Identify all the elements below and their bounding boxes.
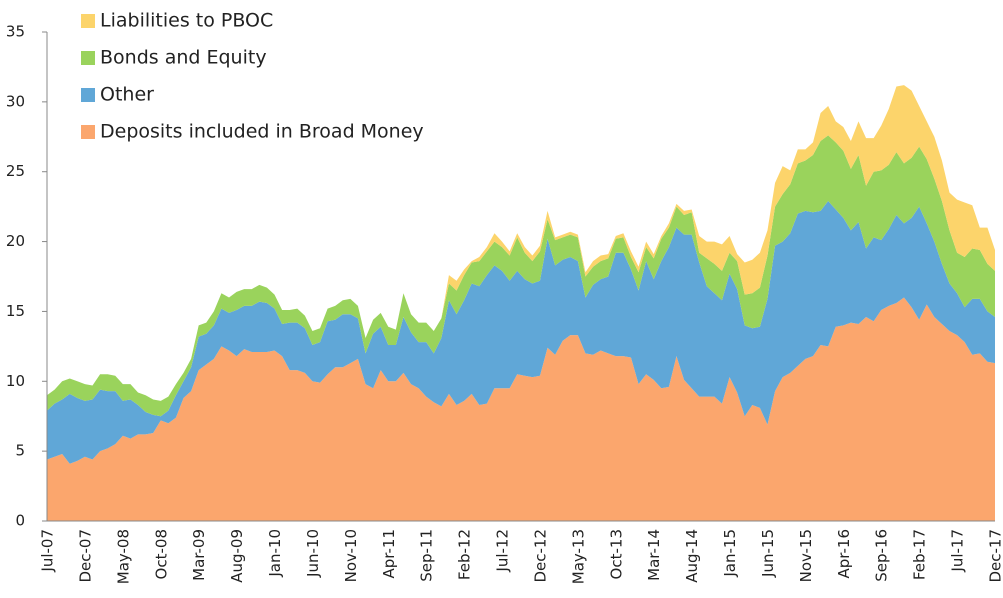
x-tick-label: Sep-11 <box>418 529 436 582</box>
legend-swatch <box>81 14 95 28</box>
x-tick-label: Jul-12 <box>494 529 512 573</box>
x-tick-label: Jul-07 <box>39 529 57 573</box>
x-tick-label: Nov-15 <box>797 529 815 582</box>
y-tick-label: 0 <box>15 512 25 530</box>
x-tick-label: Mar-09 <box>190 529 208 581</box>
x-tick-label: Aug-09 <box>228 529 246 583</box>
y-tick-label: 20 <box>6 232 25 250</box>
legend-label: Deposits included in Broad Money <box>100 121 424 143</box>
x-tick-label: Apr-11 <box>380 529 398 579</box>
legend-swatch <box>81 88 95 102</box>
x-tick-label: Jan-15 <box>721 529 739 578</box>
x-tick-label: Apr-16 <box>835 529 853 579</box>
x-tick-label: Dec-17 <box>987 529 1003 583</box>
legend-label: Other <box>100 84 154 106</box>
legend-label: Liabilities to PBOC <box>100 10 273 32</box>
x-tick-label: Aug-14 <box>683 529 701 583</box>
legend-swatch <box>81 125 95 139</box>
y-tick-label: 35 <box>6 23 25 41</box>
y-tick-label: 25 <box>6 162 25 180</box>
x-tick-label: Oct-13 <box>607 529 625 579</box>
x-tick-label: May-08 <box>114 529 132 584</box>
y-tick-label: 15 <box>6 302 25 320</box>
x-tick-label: Jul-17 <box>949 529 967 573</box>
x-tick-label: May-13 <box>569 529 587 584</box>
x-tick-label: Jun-10 <box>304 529 322 578</box>
x-tick-label: Jan-10 <box>266 529 284 578</box>
x-tick-label: Oct-08 <box>152 529 170 579</box>
x-tick-label: Nov-10 <box>342 529 360 582</box>
x-tick-label: Feb-17 <box>911 529 929 580</box>
legend-swatch <box>81 51 95 65</box>
y-tick-label: 30 <box>6 92 25 110</box>
x-tick-label: Dec-12 <box>531 529 549 583</box>
x-tick-label: Sep-16 <box>873 529 891 582</box>
y-tick-label: 5 <box>15 442 25 460</box>
x-tick-label: Dec-07 <box>76 529 94 583</box>
y-tick-label: 10 <box>6 372 25 390</box>
x-tick-label: Feb-12 <box>456 529 474 580</box>
x-tick-label: Mar-14 <box>645 529 663 581</box>
x-tick-label: Jun-15 <box>759 529 777 578</box>
legend-label: Bonds and Equity <box>100 47 267 69</box>
